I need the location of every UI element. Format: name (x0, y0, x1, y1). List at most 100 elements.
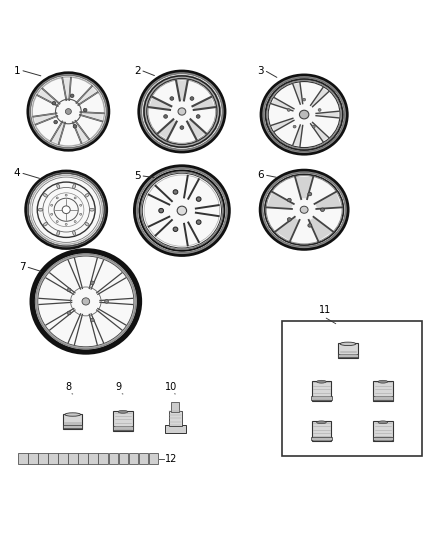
Ellipse shape (73, 184, 76, 189)
Ellipse shape (51, 204, 53, 206)
FancyBboxPatch shape (165, 425, 186, 433)
Ellipse shape (196, 220, 201, 224)
Ellipse shape (43, 222, 47, 226)
Text: 9: 9 (116, 382, 122, 392)
Ellipse shape (287, 109, 290, 111)
Bar (311, 397, 332, 400)
Ellipse shape (80, 204, 82, 206)
Text: 3: 3 (258, 66, 264, 76)
FancyBboxPatch shape (312, 422, 331, 441)
Ellipse shape (139, 71, 225, 152)
Text: 11: 11 (319, 305, 332, 316)
Bar (63, 425, 82, 428)
Ellipse shape (340, 342, 356, 345)
Ellipse shape (85, 193, 89, 197)
Polygon shape (295, 177, 313, 198)
FancyBboxPatch shape (169, 411, 182, 426)
Polygon shape (51, 122, 65, 144)
FancyBboxPatch shape (312, 381, 331, 401)
Ellipse shape (56, 221, 58, 222)
Bar (339, 354, 357, 358)
Ellipse shape (43, 193, 47, 197)
Text: 2: 2 (134, 66, 141, 76)
Bar (109, 453, 118, 464)
Ellipse shape (56, 197, 58, 199)
Ellipse shape (196, 197, 201, 201)
Polygon shape (311, 88, 328, 107)
Ellipse shape (321, 208, 325, 212)
Ellipse shape (180, 126, 184, 130)
Polygon shape (293, 125, 303, 146)
Bar (139, 453, 148, 464)
Ellipse shape (74, 221, 76, 222)
Ellipse shape (261, 171, 348, 249)
Polygon shape (62, 78, 71, 99)
Ellipse shape (67, 311, 71, 315)
Ellipse shape (65, 413, 81, 416)
Polygon shape (176, 81, 187, 100)
Bar (99, 453, 108, 464)
Polygon shape (158, 119, 177, 139)
Ellipse shape (38, 208, 43, 211)
Ellipse shape (51, 213, 53, 215)
Ellipse shape (83, 108, 87, 112)
Polygon shape (81, 112, 103, 122)
Polygon shape (315, 192, 342, 209)
FancyBboxPatch shape (113, 411, 133, 431)
Ellipse shape (73, 125, 77, 128)
Ellipse shape (293, 125, 296, 128)
Ellipse shape (82, 298, 90, 305)
Ellipse shape (67, 288, 71, 292)
Bar (78, 453, 88, 464)
Ellipse shape (28, 73, 109, 150)
Ellipse shape (190, 96, 194, 100)
Bar (373, 437, 393, 440)
Bar (38, 453, 48, 464)
Ellipse shape (62, 206, 70, 214)
Polygon shape (317, 111, 339, 118)
Ellipse shape (90, 318, 94, 322)
Ellipse shape (177, 206, 187, 215)
Text: 6: 6 (258, 171, 264, 181)
Bar (88, 453, 98, 464)
Ellipse shape (52, 101, 56, 105)
Bar (149, 453, 158, 464)
Polygon shape (34, 114, 57, 124)
Ellipse shape (196, 115, 200, 118)
Polygon shape (309, 217, 333, 241)
Ellipse shape (135, 166, 229, 255)
Ellipse shape (173, 190, 178, 194)
Text: 1: 1 (14, 66, 21, 76)
Ellipse shape (57, 184, 60, 189)
Ellipse shape (54, 120, 57, 124)
Ellipse shape (80, 213, 82, 215)
Ellipse shape (164, 115, 168, 118)
Ellipse shape (308, 224, 312, 227)
Bar (68, 453, 78, 464)
Ellipse shape (317, 421, 326, 424)
Bar (373, 397, 393, 400)
Bar (28, 453, 38, 464)
Polygon shape (272, 98, 293, 111)
Ellipse shape (65, 109, 71, 115)
FancyBboxPatch shape (339, 343, 357, 358)
FancyBboxPatch shape (63, 414, 82, 429)
Ellipse shape (303, 98, 306, 101)
Ellipse shape (57, 231, 60, 236)
Ellipse shape (378, 380, 388, 383)
Ellipse shape (89, 208, 94, 211)
Bar (18, 453, 28, 464)
Polygon shape (187, 119, 205, 139)
FancyBboxPatch shape (373, 381, 392, 401)
Bar (311, 437, 332, 440)
Ellipse shape (159, 208, 163, 213)
Polygon shape (38, 89, 59, 106)
Ellipse shape (65, 194, 67, 196)
Ellipse shape (105, 300, 109, 303)
FancyBboxPatch shape (373, 422, 392, 441)
Ellipse shape (287, 217, 291, 221)
Ellipse shape (74, 197, 76, 199)
Ellipse shape (85, 222, 89, 226)
Ellipse shape (73, 231, 76, 236)
Text: 7: 7 (19, 262, 26, 272)
